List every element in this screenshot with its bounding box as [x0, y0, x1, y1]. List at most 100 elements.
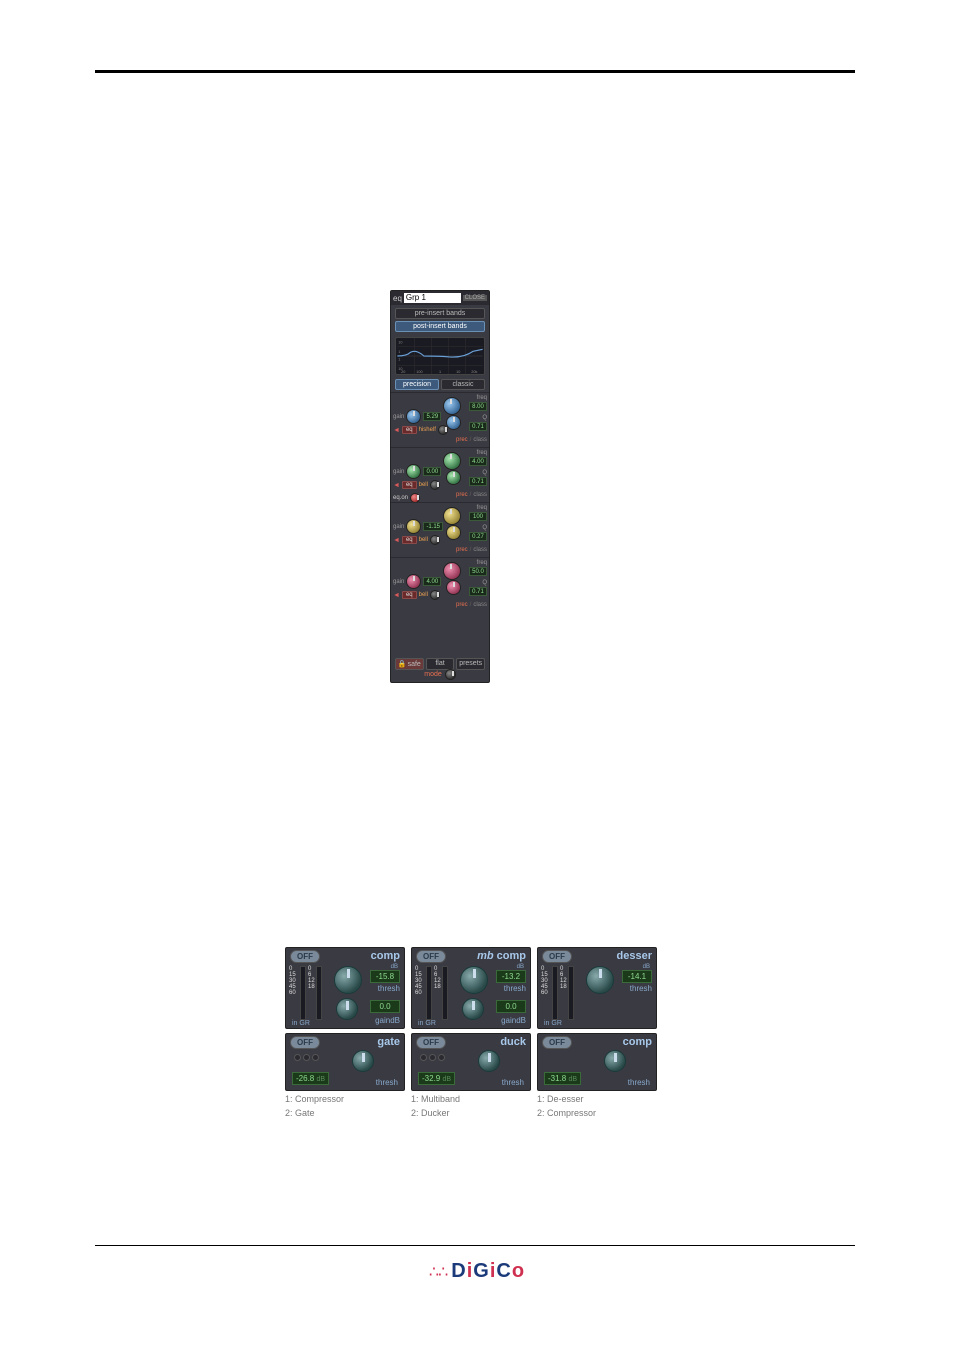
prec-label: prec [456, 602, 468, 608]
tab-pre-insert[interactable]: pre-insert bands [395, 308, 485, 319]
freq-value[interactable]: 4.00 [469, 457, 487, 466]
thresh-knob[interactable] [352, 1050, 374, 1072]
gain-label: gain [393, 469, 404, 475]
shape-knob[interactable] [430, 535, 440, 545]
off-button[interactable]: OFF [542, 950, 572, 963]
input-meter [552, 966, 558, 1020]
q-knob[interactable] [446, 580, 461, 595]
thresh-label: thresh [628, 1078, 650, 1087]
thresh-value[interactable]: -15.8 [370, 970, 400, 983]
caption-2-1: 1: Multiband [411, 1094, 531, 1105]
eq-on-button[interactable]: eq [402, 426, 417, 434]
mode-knob[interactable] [445, 669, 456, 680]
q-label: Q [482, 415, 487, 421]
thresh-knob[interactable] [604, 1050, 626, 1072]
svg-text:10: 10 [456, 370, 460, 374]
prec-label: prec [456, 547, 468, 553]
freq-knob[interactable] [443, 452, 461, 470]
shape-knob[interactable] [438, 425, 448, 435]
tab-post-insert[interactable]: post-insert bands [395, 321, 485, 332]
q-label: Q [482, 525, 487, 531]
svg-text:100: 100 [416, 370, 422, 374]
dynamics-col-3: OFF desser 015304560 061218 -14.1 dB thr… [537, 947, 657, 1119]
shape-knob[interactable] [430, 480, 440, 490]
eq-on-button[interactable]: eq [402, 536, 417, 544]
off-button[interactable]: OFF [416, 1036, 446, 1049]
duck-title: duck [500, 1036, 526, 1048]
gain-value[interactable]: 0.0 [496, 1000, 526, 1013]
off-button[interactable]: OFF [290, 950, 320, 963]
classic-button[interactable]: classic [441, 379, 485, 390]
duck-module: OFF duck -32.9 dB thresh [411, 1033, 531, 1091]
freq-value[interactable]: 50.0 [469, 567, 487, 576]
eq-on-button[interactable]: eq [402, 481, 417, 489]
thresh-value[interactable]: -14.1 [622, 970, 652, 983]
gate-module: OFF gate -26.8 dB thresh [285, 1033, 405, 1091]
thresh-value[interactable]: -32.9 dB [418, 1072, 455, 1085]
q-label: Q [482, 470, 487, 476]
eq-on-button[interactable]: eq [402, 591, 417, 599]
freq-knob[interactable] [443, 562, 461, 580]
meter-scale: 015304560 [289, 966, 296, 996]
thresh-knob[interactable] [460, 966, 488, 994]
close-button[interactable]: CLOSE [463, 295, 487, 301]
freq-label: freq [477, 450, 487, 456]
gain-knob[interactable] [406, 464, 421, 479]
caption-1-2: 2: Gate [285, 1108, 405, 1119]
gain-label: gain [393, 524, 404, 530]
channel-name-input[interactable]: Grp 1 [404, 293, 461, 303]
gain-knob[interactable] [406, 574, 421, 589]
q-value[interactable]: 0.71 [469, 587, 487, 596]
q-value[interactable]: 0.27 [469, 532, 487, 541]
comp2-module: OFF comp -31.8 dB thresh [537, 1033, 657, 1091]
gain-knob[interactable] [336, 998, 358, 1020]
thresh-knob[interactable] [334, 966, 362, 994]
eq-graph[interactable]: 10 1 1 10 20 100 1 10 20k [395, 337, 485, 375]
freq-label: freq [477, 560, 487, 566]
gr-scale: 061218 [308, 966, 315, 990]
svg-text:1: 1 [398, 358, 400, 362]
freq-knob[interactable] [443, 507, 461, 525]
gain-knob[interactable] [406, 409, 421, 424]
in-gr-label: in GR [544, 1020, 562, 1027]
thresh-value[interactable]: -26.8 dB [292, 1072, 329, 1085]
thresh-value[interactable]: -13.2 [496, 970, 526, 983]
shape-knob[interactable] [430, 590, 440, 600]
prec-label: prec [456, 492, 468, 498]
gain-knob[interactable] [406, 519, 421, 534]
freq-knob[interactable] [443, 397, 461, 415]
off-button[interactable]: OFF [290, 1036, 320, 1049]
gain-value[interactable]: 0.00 [423, 467, 441, 476]
q-knob[interactable] [446, 415, 461, 430]
thresh-knob[interactable] [478, 1050, 500, 1072]
q-knob[interactable] [446, 470, 461, 485]
freq-value[interactable]: 100 [469, 512, 487, 521]
dynamics-col-1: OFF comp 015304560 061218 -15.8 dB thres… [285, 947, 405, 1119]
gain-value[interactable]: 5.29 [423, 412, 441, 421]
lock-icon: 🔒 [398, 661, 407, 668]
q-value[interactable]: 0.71 [469, 477, 487, 486]
off-button[interactable]: OFF [542, 1036, 572, 1049]
q-knob[interactable] [446, 525, 461, 540]
gain-label: gaindB [501, 1016, 526, 1025]
off-button[interactable]: OFF [416, 950, 446, 963]
led [438, 1054, 445, 1061]
gate-title: gate [377, 1036, 400, 1048]
gr-meter [568, 966, 574, 1020]
gain-value[interactable]: 4.00 [423, 577, 441, 586]
gain-value[interactable]: 0.0 [370, 1000, 400, 1013]
precision-button[interactable]: precision [395, 379, 439, 390]
thresh-knob[interactable] [586, 966, 614, 994]
freq-label: freq [477, 505, 487, 511]
logo: ∴∴ DiGiCo [0, 1260, 954, 1283]
gain-label: gain [393, 579, 404, 585]
q-value[interactable]: 0.71 [469, 422, 487, 431]
dynamics-row: OFF comp 015304560 061218 -15.8 dB thres… [285, 947, 657, 1119]
thresh-value[interactable]: -31.8 dB [544, 1072, 581, 1085]
page-divider-bottom [95, 1245, 855, 1246]
gain-value[interactable]: -1.15 [423, 522, 443, 531]
in-gr-label: in GR [292, 1020, 310, 1027]
freq-value[interactable]: 8.00 [469, 402, 487, 411]
gain-knob[interactable] [462, 998, 484, 1020]
svg-text:20: 20 [401, 370, 405, 374]
